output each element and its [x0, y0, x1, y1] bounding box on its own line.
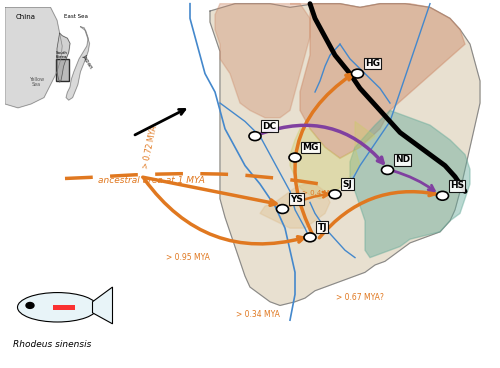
- Circle shape: [276, 205, 288, 213]
- Bar: [52, 305, 75, 310]
- Polygon shape: [350, 110, 470, 258]
- Text: China: China: [16, 14, 36, 20]
- Polygon shape: [290, 4, 465, 158]
- Circle shape: [436, 191, 448, 200]
- Text: HG: HG: [365, 59, 380, 68]
- Circle shape: [289, 153, 301, 162]
- Text: DC: DC: [262, 122, 276, 131]
- Polygon shape: [210, 4, 480, 305]
- Text: Japan: Japan: [81, 53, 93, 70]
- Text: > 0.67 MYA?: > 0.67 MYA?: [336, 293, 384, 302]
- Text: YS: YS: [290, 195, 303, 204]
- Text: ancestral area at 1 MYA: ancestral area at 1 MYA: [98, 176, 204, 185]
- Text: HS: HS: [450, 181, 464, 190]
- Text: East Sea: East Sea: [64, 14, 88, 19]
- Polygon shape: [66, 27, 90, 100]
- Polygon shape: [290, 121, 375, 199]
- Text: Yellow
Sea: Yellow Sea: [28, 77, 44, 88]
- Circle shape: [352, 69, 364, 78]
- Text: > 0.4 MYA: > 0.4 MYA: [302, 190, 338, 196]
- Text: ND: ND: [395, 156, 410, 164]
- Circle shape: [329, 190, 341, 199]
- Text: TJ: TJ: [318, 223, 327, 232]
- Text: Rhodeus sinensis: Rhodeus sinensis: [14, 340, 92, 349]
- Polygon shape: [260, 184, 330, 228]
- Ellipse shape: [18, 293, 98, 322]
- Text: > 0.95 MYA: > 0.95 MYA: [166, 253, 210, 262]
- Text: SJ: SJ: [342, 180, 352, 189]
- Circle shape: [26, 302, 34, 308]
- Polygon shape: [215, 4, 310, 118]
- Text: > 0.72 MYA: > 0.72 MYA: [141, 125, 159, 169]
- FancyBboxPatch shape: [56, 59, 68, 81]
- Circle shape: [382, 166, 394, 174]
- Polygon shape: [57, 33, 70, 82]
- Polygon shape: [92, 287, 112, 324]
- Circle shape: [249, 132, 261, 141]
- Text: > 0.34 MYA: > 0.34 MYA: [236, 310, 280, 319]
- Text: MG: MG: [302, 143, 319, 152]
- Circle shape: [304, 233, 316, 242]
- Text: South
Korea: South Korea: [56, 51, 68, 59]
- Polygon shape: [5, 7, 62, 108]
